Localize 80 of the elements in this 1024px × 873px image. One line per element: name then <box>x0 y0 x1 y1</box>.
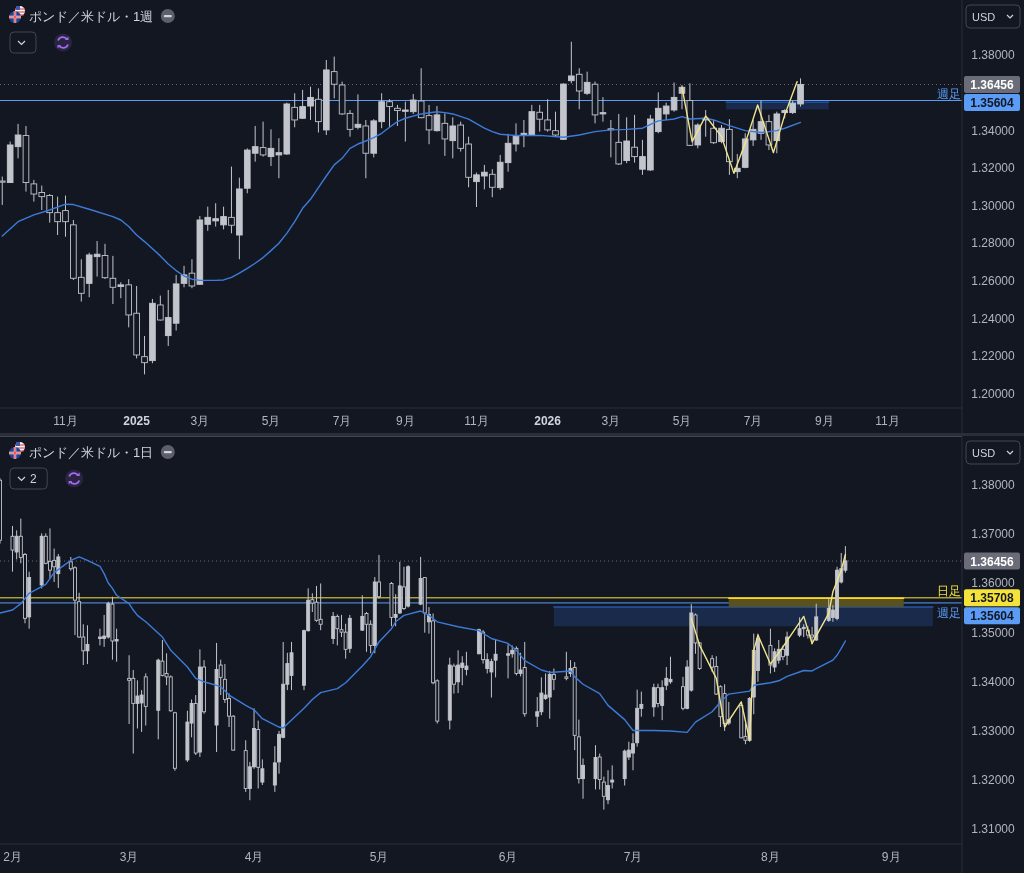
text: 1.35708 <box>970 591 1015 606</box>
y-tick-label: 1.32000 <box>971 161 1016 176</box>
text: 1.36456 <box>970 554 1015 569</box>
line-series <box>690 553 847 741</box>
candlestick <box>660 679 665 721</box>
text: 1.36456 <box>970 78 1015 92</box>
x-tick-label: 5月 <box>369 850 389 864</box>
x-tick-label: 9月 <box>881 850 901 864</box>
line-series <box>0 556 847 734</box>
x-tick-label: 4月 <box>244 850 264 864</box>
candlestick <box>785 631 790 666</box>
y-tick-label: 1.34000 <box>971 674 1016 689</box>
y-tick-label: 1.24000 <box>971 311 1016 326</box>
candlestick <box>656 683 660 708</box>
x-tick-label: 9月 <box>814 414 834 428</box>
candlestick <box>127 654 132 725</box>
y-tick-label: 1.35000 <box>971 625 1016 640</box>
x-tick-label: 3月 <box>119 850 139 864</box>
y-tick-label: 1.37000 <box>971 527 1016 542</box>
y-axis-title: USD <box>972 11 996 23</box>
candlestick <box>14 529 19 560</box>
candlestick <box>593 744 598 790</box>
x-tick-label: 3月 <box>601 414 621 428</box>
candlestick <box>56 553 61 589</box>
candlestick <box>768 628 773 674</box>
y-tick-label: 1.30000 <box>971 198 1016 213</box>
x-tick-label: 11月 <box>464 414 489 428</box>
text: ポンド／米ドル・1日 <box>29 445 154 460</box>
x-tick-label: 2025 <box>123 414 151 428</box>
x-tick-label: 5月 <box>672 414 692 428</box>
candlestick <box>651 683 656 718</box>
candlestick <box>797 616 802 638</box>
text: ポンド／米ドル・1週 <box>29 9 154 24</box>
y-tick-label: 1.32000 <box>971 773 1016 788</box>
x-tick-label: 7月 <box>332 414 352 428</box>
candlestick <box>535 696 540 728</box>
x-tick-label: 8月 <box>761 850 780 864</box>
candlestick <box>10 525 15 573</box>
x-tick-label: 5月 <box>261 414 281 428</box>
y-tick-label: 1.34000 <box>971 123 1016 138</box>
y-tick-label: 1.36000 <box>971 576 1016 591</box>
text: 1.35604 <box>970 96 1015 110</box>
candlestick <box>98 628 102 646</box>
candlestick <box>402 566 406 611</box>
y-tick-label: 1.20000 <box>971 386 1016 401</box>
candlestick <box>547 670 552 720</box>
y-tick-label: 1.22000 <box>971 349 1016 364</box>
candlestick <box>331 611 336 645</box>
candlestick <box>564 651 569 681</box>
y-tick-label: 1.38000 <box>971 48 1016 63</box>
candlestick <box>85 624 90 665</box>
y-tick-label: 1.28000 <box>971 236 1016 251</box>
candlestick <box>668 656 673 685</box>
x-tick-label: 7月 <box>623 850 643 864</box>
x-tick-label: 9月 <box>396 414 415 428</box>
candlestick <box>135 679 140 729</box>
y-tick-label: 1.33000 <box>971 723 1016 738</box>
y-axis-title: USD <box>972 447 996 459</box>
annotation: 2 <box>30 472 37 486</box>
candlestick <box>456 649 461 694</box>
x-tick-label: 6月 <box>498 850 518 864</box>
x-tick-label: 2月 <box>3 850 22 864</box>
x-tick-label: 11月 <box>875 414 900 428</box>
x-tick-label: 11月 <box>53 414 78 428</box>
y-tick-label: 1.38000 <box>971 478 1016 493</box>
candlestick <box>335 613 340 646</box>
candlestick <box>48 527 52 580</box>
ref-line-label: 週足 <box>937 605 961 620</box>
y-tick-label: 1.26000 <box>971 274 1016 289</box>
y-tick-label: 1.31000 <box>971 822 1016 837</box>
candlestick <box>814 603 819 642</box>
ref-line-label: 週足 <box>937 86 961 101</box>
x-tick-label: 2026 <box>534 414 562 428</box>
candlestick <box>360 594 365 632</box>
x-tick-label: 3月 <box>190 414 210 428</box>
candlestick <box>289 641 294 691</box>
x-tick-label: 7月 <box>743 414 763 428</box>
text: 1.35604 <box>970 609 1015 624</box>
ref-line-label: 日足 <box>937 583 961 598</box>
candlestick <box>318 582 323 631</box>
